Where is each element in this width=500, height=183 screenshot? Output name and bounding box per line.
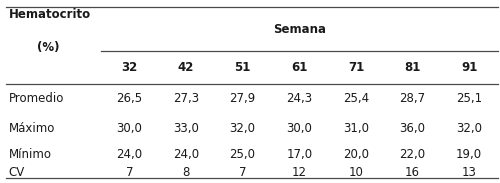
Text: 24,0: 24,0 [173,148,199,161]
Text: 17,0: 17,0 [286,148,312,161]
Text: 19,0: 19,0 [456,148,482,161]
Text: 30,0: 30,0 [116,122,142,135]
Text: 81: 81 [404,61,420,74]
Text: 33,0: 33,0 [173,122,199,135]
Text: 32: 32 [121,61,138,74]
Text: CV: CV [8,165,25,179]
Text: 24,0: 24,0 [116,148,142,161]
Text: 30,0: 30,0 [286,122,312,135]
Text: 25,1: 25,1 [456,92,482,105]
Text: 32,0: 32,0 [456,122,482,135]
Text: Hematocrito: Hematocrito [8,8,90,21]
Text: 71: 71 [348,61,364,74]
Text: 26,5: 26,5 [116,92,142,105]
Text: 12: 12 [292,165,307,179]
Text: 25,4: 25,4 [343,92,369,105]
Text: Máximo: Máximo [8,122,55,135]
Text: 27,3: 27,3 [173,92,199,105]
Text: 25,0: 25,0 [230,148,256,161]
Text: 51: 51 [234,61,251,74]
Text: 24,3: 24,3 [286,92,312,105]
Text: 22,0: 22,0 [400,148,425,161]
Text: 7: 7 [239,165,246,179]
Text: 7: 7 [126,165,133,179]
Text: 91: 91 [461,61,477,74]
Text: 31,0: 31,0 [343,122,369,135]
Text: Semana: Semana [273,23,326,36]
Text: 42: 42 [178,61,194,74]
Text: (%): (%) [38,41,60,54]
Text: Promedio: Promedio [8,92,64,105]
Text: Mínimo: Mínimo [8,148,52,161]
Text: 10: 10 [348,165,364,179]
Text: 16: 16 [405,165,420,179]
Text: 28,7: 28,7 [400,92,425,105]
Text: 32,0: 32,0 [230,122,256,135]
Text: 8: 8 [182,165,190,179]
Text: 61: 61 [291,61,308,74]
Text: 27,9: 27,9 [230,92,256,105]
Text: 20,0: 20,0 [343,148,369,161]
Text: 36,0: 36,0 [400,122,425,135]
Text: 13: 13 [462,165,476,179]
